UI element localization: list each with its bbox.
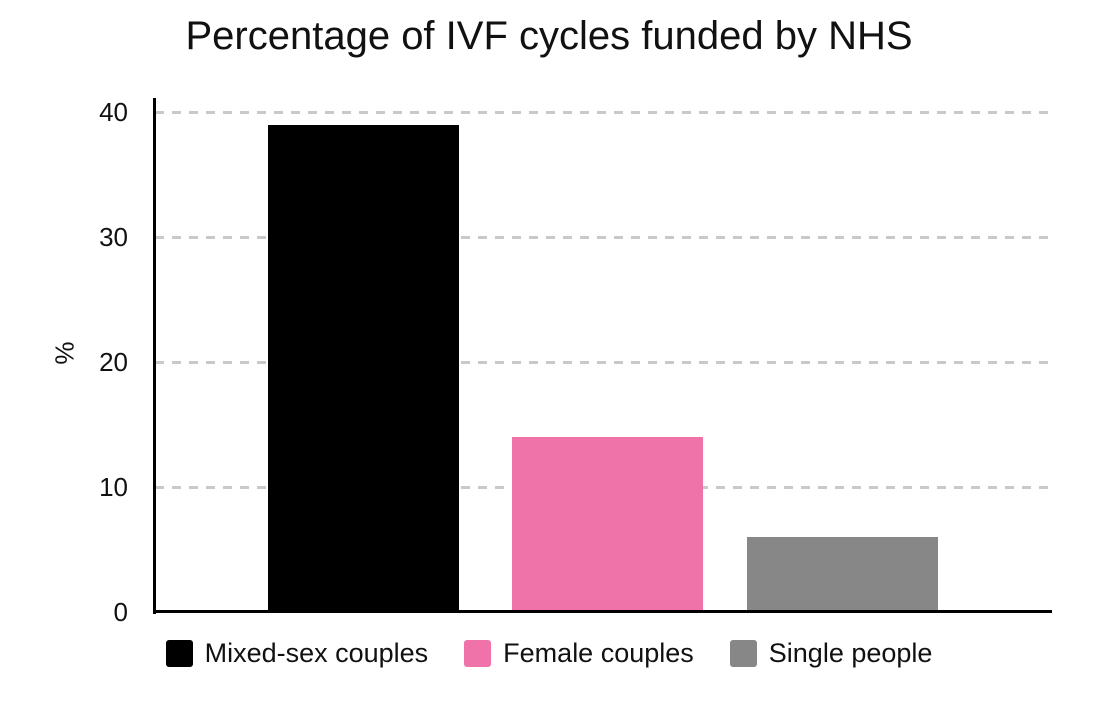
legend-item-female-couples: Female couples [464,638,694,668]
gridline-40 [155,110,1052,114]
legend-item-mixed-sex-couples: Mixed-sex couples [165,638,429,668]
y-tick-label-10: 10 [99,472,128,502]
bar-single-people [747,537,938,612]
x-axis-line [153,610,1052,613]
y-axis-label: % [49,341,80,365]
plot-area [153,98,1052,614]
y-axis-line [153,98,156,614]
bar-mixed-sex-couples [268,124,459,612]
legend-label: Single people [768,638,933,668]
legend-item-single-people: Single people [729,638,933,668]
legend-swatch-icon [165,639,193,667]
bars [155,98,1052,612]
legend-label: Mixed-sex couples [204,638,429,668]
legend: Mixed-sex couples Female couples Single pe… [0,638,1098,668]
y-tick-label-30: 30 [99,222,128,252]
gridline-30 [155,235,1052,239]
chart-title: Percentage of IVF cycles funded by NHS [185,14,913,58]
y-tick-label-0: 0 [113,597,128,627]
legend-label: Female couples [503,638,694,668]
legend-swatch-icon [729,639,757,667]
y-tick-labels: 0 10 20 30 40 [0,97,128,626]
legend-swatch-icon [464,639,492,667]
gridline-20 [155,360,1052,364]
bar-female-couples [512,437,703,612]
y-tick-label-20: 20 [99,347,128,377]
y-tick-label-40: 40 [99,97,128,127]
